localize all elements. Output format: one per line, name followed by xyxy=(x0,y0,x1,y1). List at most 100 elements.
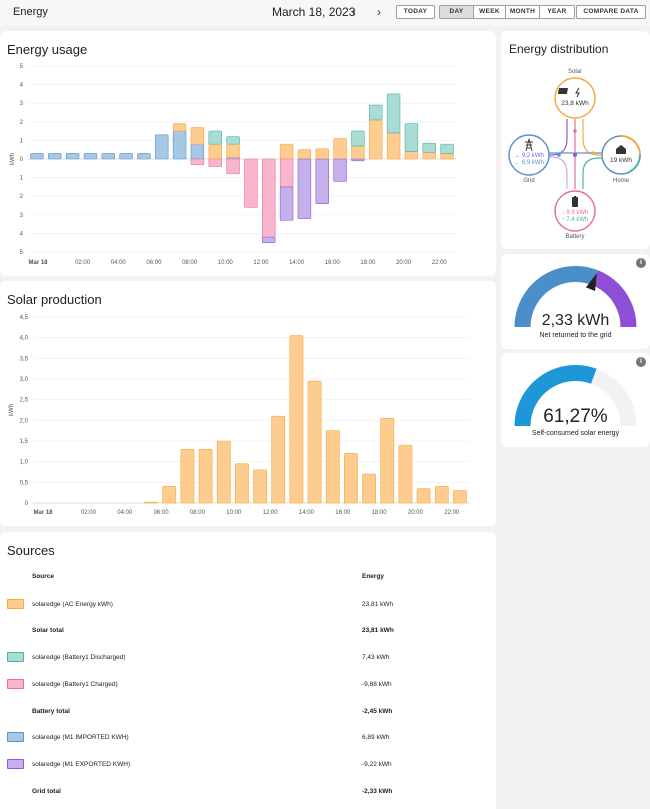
bar-battery-discharge[interactable] xyxy=(351,130,365,147)
bar-battery-discharge[interactable] xyxy=(226,136,240,145)
period-tab-week[interactable]: WEEK xyxy=(474,6,506,18)
bar-battery-discharge[interactable] xyxy=(422,142,436,153)
bar-solar[interactable] xyxy=(416,488,431,504)
bar-solar[interactable] xyxy=(198,448,213,504)
x-tick-label: 20:00 xyxy=(408,510,424,516)
bar-solar[interactable] xyxy=(369,119,383,160)
info-icon[interactable]: i xyxy=(636,258,646,268)
bar-solar[interactable] xyxy=(235,463,249,504)
column-header-energy: Energy xyxy=(362,573,385,580)
gauge-needle xyxy=(585,273,597,291)
energy-distribution-title: Energy distribution xyxy=(509,42,609,56)
bar-grid-export[interactable] xyxy=(333,158,347,182)
battery-node[interactable] xyxy=(554,190,596,232)
bar-solar[interactable] xyxy=(315,148,329,160)
flow-battery-home xyxy=(582,157,612,189)
legend-swatch xyxy=(7,679,24,689)
bar-battery-discharge[interactable] xyxy=(404,123,419,152)
bar-solar[interactable] xyxy=(226,143,240,158)
bar-solar[interactable] xyxy=(398,444,413,504)
bar-grid-import[interactable] xyxy=(155,134,169,160)
y-tick-label: 1,5 xyxy=(20,439,29,445)
bar-battery-discharge[interactable] xyxy=(386,93,401,134)
info-icon[interactable]: i xyxy=(636,357,646,367)
bar-grid-import[interactable] xyxy=(137,153,151,160)
x-tick-label: 22:00 xyxy=(444,510,460,516)
page-title: Energy xyxy=(13,6,48,18)
bar-solar[interactable] xyxy=(380,417,395,504)
bar-battery-discharge[interactable] xyxy=(369,104,383,121)
bar-grid-export[interactable] xyxy=(262,236,276,243)
flow-solar-home xyxy=(582,119,612,156)
bar-solar[interactable] xyxy=(216,440,231,504)
bar-grid-export[interactable] xyxy=(351,158,365,162)
bar-battery-charge[interactable] xyxy=(190,158,205,165)
x-tick-label: 14:00 xyxy=(299,510,315,516)
bar-grid-import[interactable] xyxy=(83,153,98,160)
bar-grid-import[interactable] xyxy=(190,143,205,160)
bar-battery-discharge[interactable] xyxy=(440,143,454,154)
y-axis-label: kWh xyxy=(10,153,16,165)
bar-solar[interactable] xyxy=(289,335,304,504)
bar-solar[interactable] xyxy=(208,143,222,160)
bar-battery-charge[interactable] xyxy=(226,158,240,175)
legend-swatch xyxy=(7,652,24,662)
bar-grid-import[interactable] xyxy=(101,153,115,160)
bar-solar[interactable] xyxy=(386,132,401,160)
bar-solar[interactable] xyxy=(297,149,312,160)
bar-solar[interactable] xyxy=(404,151,419,160)
period-tab-day[interactable]: DAY xyxy=(440,6,474,18)
y-tick-label: 2,0 xyxy=(20,418,29,424)
bar-solar[interactable] xyxy=(434,486,449,504)
bar-solar[interactable] xyxy=(351,145,365,160)
today-button[interactable]: TODAY xyxy=(396,5,435,19)
source-name: Solar total xyxy=(32,627,64,634)
bar-grid-import[interactable] xyxy=(48,153,62,160)
y-tick-label: 4,0 xyxy=(20,336,29,342)
bar-solar[interactable] xyxy=(333,138,347,160)
grid-net-gauge-card: i 2,33 kWh Net returned to the grid xyxy=(501,254,650,349)
y-tick-label: 1 xyxy=(20,138,24,144)
chevron-left-icon[interactable]: ‹ xyxy=(352,5,356,19)
period-tab-year[interactable]: YEAR xyxy=(540,6,574,18)
bar-solar[interactable] xyxy=(362,473,376,504)
bar-solar[interactable] xyxy=(144,501,158,504)
bar-battery-charge[interactable] xyxy=(208,158,222,167)
bar-grid-export[interactable] xyxy=(315,158,329,204)
bar-solar[interactable] xyxy=(190,127,205,145)
y-axis-label: kWh xyxy=(9,404,15,416)
bar-battery-discharge[interactable] xyxy=(208,130,222,145)
bar-grid-import[interactable] xyxy=(65,153,80,160)
source-energy-value: 23,81 kWh xyxy=(362,601,394,608)
bar-solar[interactable] xyxy=(253,469,267,504)
self-consumed-gauge-card: i 61,27% Self-consumed solar energy xyxy=(501,353,650,447)
bar-grid-export[interactable] xyxy=(297,158,312,219)
bar-grid-import[interactable] xyxy=(119,153,133,160)
bar-battery-charge[interactable] xyxy=(262,158,276,238)
chevron-right-icon[interactable]: › xyxy=(377,5,381,19)
solar-node[interactable] xyxy=(554,77,596,119)
bar-grid-import[interactable] xyxy=(30,153,44,160)
bar-solar[interactable] xyxy=(180,448,195,504)
bar-solar[interactable] xyxy=(279,143,294,160)
bar-solar[interactable] xyxy=(307,380,322,504)
bar-solar[interactable] xyxy=(440,153,454,160)
bar-solar[interactable] xyxy=(325,430,340,504)
bar-solar[interactable] xyxy=(162,486,177,504)
bar-battery-charge[interactable] xyxy=(244,158,258,208)
bar-grid-export[interactable] xyxy=(279,186,294,221)
period-tab-month[interactable]: MONTH xyxy=(506,6,540,18)
grid-node[interactable] xyxy=(508,134,550,176)
bar-grid-import[interactable] xyxy=(172,130,187,160)
top-toolbar: Energy March 18, 2023 ‹ › TODAY DAY WEEK M… xyxy=(0,0,650,26)
source-name: Battery total xyxy=(32,708,70,715)
bar-solar[interactable] xyxy=(172,123,187,132)
bar-solar[interactable] xyxy=(271,415,286,504)
bar-solar[interactable] xyxy=(453,490,467,504)
compare-data-button[interactable]: COMPARE DATA xyxy=(576,5,646,19)
sources-card: Sources Source Energy solaredge (AC Ener… xyxy=(0,532,496,809)
bar-solar[interactable] xyxy=(344,453,358,504)
x-tick-label: 02:00 xyxy=(75,260,91,266)
bar-battery-charge[interactable] xyxy=(279,158,294,188)
bar-solar[interactable] xyxy=(422,152,436,160)
